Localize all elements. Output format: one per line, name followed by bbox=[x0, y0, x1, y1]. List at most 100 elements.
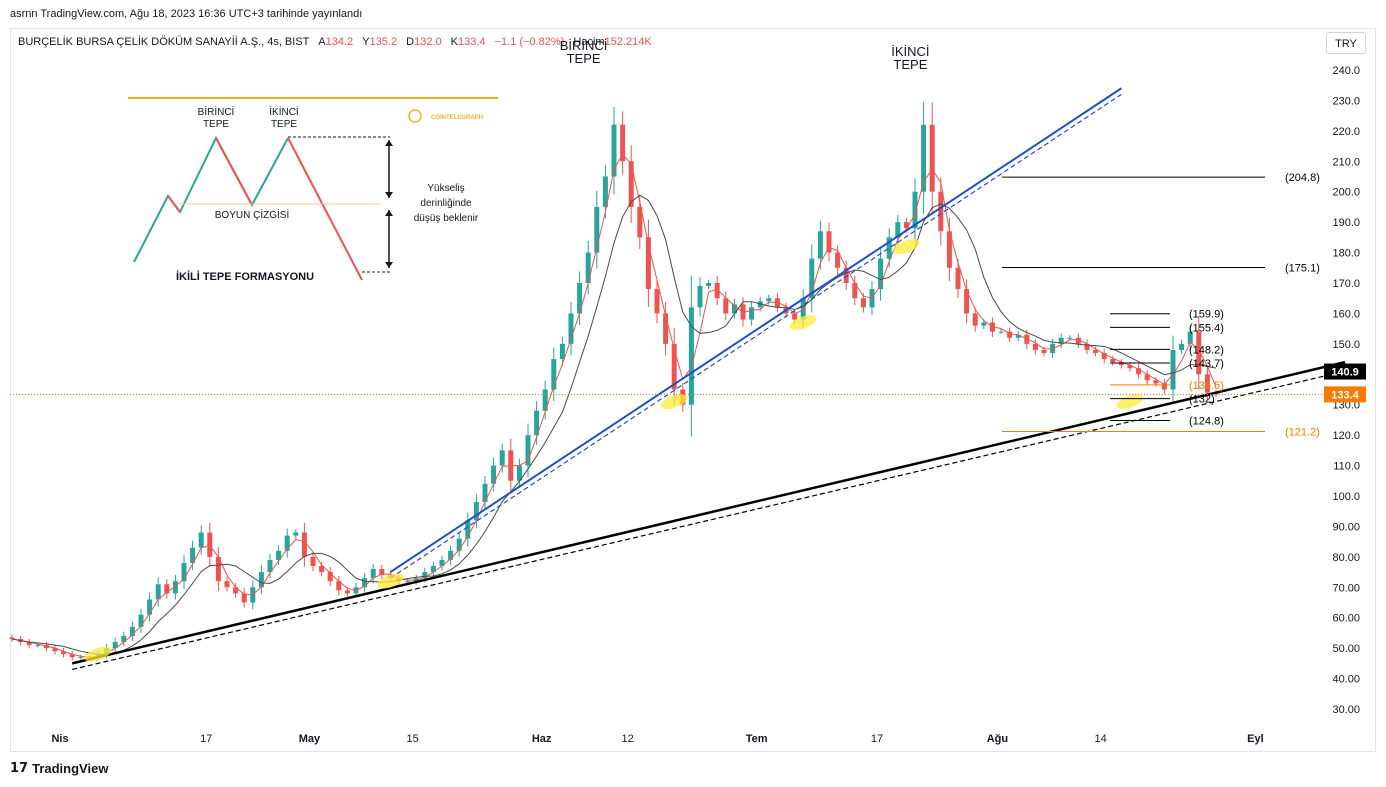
inset-dip-path bbox=[167, 195, 181, 213]
trendline[interactable] bbox=[390, 93, 1122, 579]
y-axis-tick-label: 200.0 bbox=[1332, 187, 1360, 199]
y-axis-tick-label: 70.00 bbox=[1332, 582, 1360, 594]
candle-body bbox=[1127, 365, 1133, 369]
chart-frame bbox=[10, 28, 1376, 752]
trendline[interactable] bbox=[72, 370, 1346, 671]
candle-body bbox=[903, 222, 909, 229]
x-axis-tick-label: 14 bbox=[1094, 733, 1106, 745]
candle-body bbox=[826, 231, 832, 253]
trendline[interactable] bbox=[71, 360, 1346, 665]
trendline[interactable] bbox=[389, 87, 1122, 573]
candle-body bbox=[319, 565, 325, 573]
candle-body bbox=[491, 465, 497, 484]
y-axis-tick-label: 110.0 bbox=[1333, 461, 1360, 473]
inset-peak2-label: İKİNCİ bbox=[269, 105, 298, 118]
candle-body bbox=[1032, 343, 1038, 350]
inset-peak2-label-line2: TEPE bbox=[271, 119, 297, 130]
candle-body bbox=[637, 206, 643, 238]
candle-body bbox=[344, 590, 350, 594]
y-axis-tick-label: 170.0 bbox=[1332, 278, 1360, 290]
candle-body bbox=[276, 550, 282, 560]
candle-body bbox=[422, 572, 428, 579]
candle-body bbox=[972, 313, 978, 326]
y-axis-tick-label: 60.00 bbox=[1332, 613, 1360, 625]
candle-body bbox=[955, 267, 961, 290]
candle-body bbox=[310, 556, 316, 566]
arrow-down-icon bbox=[385, 192, 393, 198]
y-axis-tick-label: 40.00 bbox=[1332, 674, 1360, 686]
candle-body bbox=[800, 298, 806, 320]
inset-note-line1: Yükseliş bbox=[427, 183, 464, 194]
symbol-name[interactable]: BURÇELİK BURSA ÇELİK DÖKÜM SANAYİİ A.Ş.,… bbox=[18, 36, 310, 48]
candle-body bbox=[181, 562, 187, 582]
candle-body bbox=[405, 581, 411, 583]
x-axis-tick-label: Eyl bbox=[1247, 733, 1264, 745]
candle-body bbox=[35, 645, 41, 647]
tradingview-logo[interactable]: 𝟭𝟳 TradingView bbox=[10, 761, 108, 776]
close-label: K bbox=[450, 36, 459, 48]
price-level-label: (159.9) bbox=[1189, 309, 1224, 321]
candle-body bbox=[9, 637, 15, 640]
symbol-legend: BURÇELİK BURSA ÇELİK DÖKÜM SANAYİİ A.Ş.,… bbox=[18, 36, 652, 48]
candle-body bbox=[835, 252, 841, 268]
candle-body bbox=[929, 124, 935, 192]
candle-body bbox=[577, 283, 583, 314]
candle-body bbox=[1196, 331, 1202, 375]
candle-body bbox=[69, 654, 75, 658]
price-badge-label: 140.9 bbox=[1331, 367, 1359, 379]
peak-annotation-line2: TEPE bbox=[893, 57, 927, 72]
candle-body bbox=[1118, 362, 1124, 366]
candle-body bbox=[663, 313, 669, 344]
candle-body bbox=[258, 572, 264, 588]
candle-body bbox=[938, 191, 944, 232]
price-badge bbox=[1324, 363, 1366, 380]
candle-body bbox=[843, 267, 849, 283]
price-level-label: (121.2) bbox=[1285, 426, 1320, 438]
candle-body bbox=[895, 222, 901, 238]
inset-neckline-label: BOYUN ÇİZGİSİ bbox=[215, 208, 289, 221]
currency-selector[interactable]: TRY bbox=[1326, 32, 1366, 54]
candle-body bbox=[301, 532, 307, 557]
candle-body bbox=[172, 581, 178, 594]
y-axis-tick-label: 50.00 bbox=[1332, 643, 1360, 655]
y-axis-tick-label: 240.0 bbox=[1332, 65, 1360, 77]
inset-rise-path bbox=[133, 135, 289, 263]
price-level-label: (204.8) bbox=[1285, 172, 1320, 184]
candle-body bbox=[233, 587, 239, 594]
candle-body bbox=[465, 520, 471, 539]
touch-highlight-marker bbox=[660, 394, 688, 410]
candle-body bbox=[482, 483, 488, 503]
low-label: D bbox=[406, 36, 415, 48]
candle-body bbox=[293, 532, 299, 536]
tradingview-logo-icon: 𝟭𝟳 bbox=[10, 761, 29, 776]
candle-body bbox=[671, 343, 677, 390]
candle-body bbox=[809, 258, 815, 299]
arrow-down-icon bbox=[385, 262, 393, 268]
volume-value: 152.214K bbox=[604, 36, 652, 48]
candle-body bbox=[749, 307, 755, 320]
candle-body bbox=[723, 298, 729, 314]
price-level-label: (132) bbox=[1189, 394, 1215, 406]
cointelegraph-logo-text: COINTELEGRAPH bbox=[431, 115, 483, 121]
y-axis-tick-label: 80.00 bbox=[1332, 552, 1360, 564]
candle-body bbox=[284, 535, 290, 551]
candle-body bbox=[1015, 334, 1021, 338]
candle-body bbox=[1084, 343, 1090, 350]
y-axis-tick-label: 210.0 bbox=[1332, 156, 1360, 168]
candle-body bbox=[1153, 380, 1159, 384]
x-axis-tick-label: 12 bbox=[621, 733, 633, 745]
candle-body bbox=[215, 556, 221, 582]
x-axis-tick-label: Haz bbox=[532, 733, 552, 745]
inset-note-line3: düşüş beklenir bbox=[414, 213, 479, 224]
price-level-label: (136.5) bbox=[1189, 380, 1224, 392]
candle-body bbox=[946, 231, 952, 268]
candle-body bbox=[224, 581, 230, 588]
y-axis-tick-label: 30.00 bbox=[1332, 704, 1360, 716]
inset-second-fall-path bbox=[287, 137, 363, 281]
y-axis-tick-label: 100.0 bbox=[1332, 491, 1360, 503]
x-axis-tick-label: Ağu bbox=[987, 733, 1008, 745]
peak-annotation-line2: TEPE bbox=[567, 51, 601, 66]
tradingview-brand-text: TradingView bbox=[32, 761, 109, 776]
candle-body bbox=[1204, 374, 1210, 393]
